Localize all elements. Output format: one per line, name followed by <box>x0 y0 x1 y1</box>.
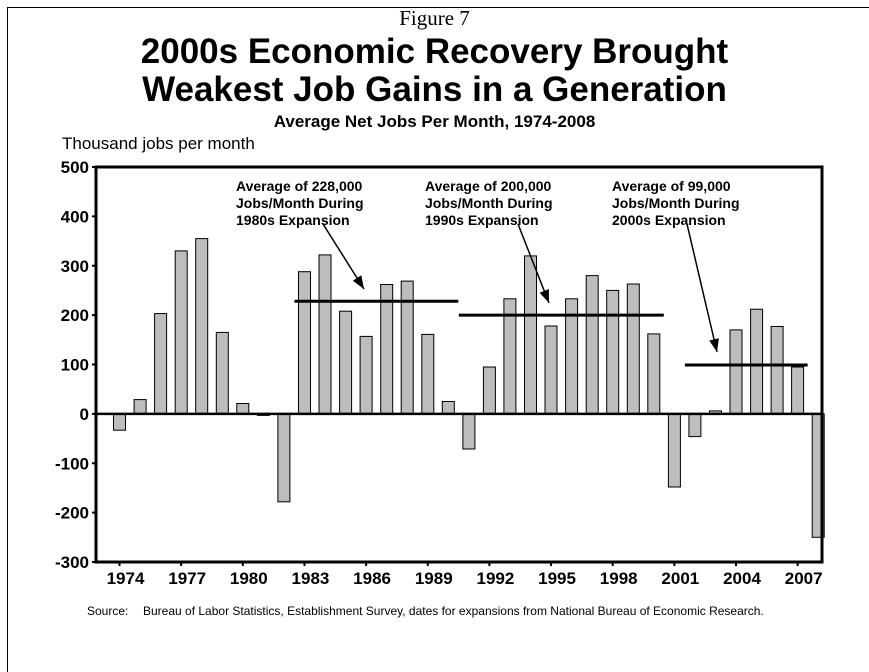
bar-1986 <box>359 335 373 415</box>
x-tick-label: 2004 <box>723 569 761 588</box>
bar-2006 <box>770 326 784 415</box>
y-tick-label: 0 <box>80 405 89 424</box>
bar-2001 <box>667 413 681 488</box>
y-tick-label: 200 <box>61 306 89 325</box>
figure-label: Figure 7 <box>399 6 470 30</box>
x-axis-ticks: 1974 1977 1980 1983 1986 1989 1992 1995 1998 2001… <box>107 562 823 588</box>
chart-title-line-1: 2000s Economic Recovery Brought <box>140 32 729 71</box>
source-note: Source: Bureau of Labor Statistics, Estab… <box>87 604 807 619</box>
annotation-line: Average of 200,000 <box>425 178 552 194</box>
bar-1975 <box>133 399 147 415</box>
x-tick-label: 1977 <box>168 569 206 588</box>
bar-1999 <box>626 283 640 415</box>
bar-1991 <box>462 413 476 450</box>
annotations-group: Average of 228,000 Jobs/Month During 1980s… <box>236 178 740 353</box>
bar-1983 <box>298 271 311 415</box>
annotation-arrow <box>517 223 550 304</box>
y-tick-label: 500 <box>61 158 89 177</box>
bar-1992 <box>482 366 496 415</box>
chart-title-line-2: Weakest Job Gains in a Generation <box>142 70 727 109</box>
bar-1982 <box>277 413 291 503</box>
bar-2005 <box>750 308 764 415</box>
x-tick-label: 1986 <box>353 569 391 588</box>
bar-1985 <box>339 310 353 415</box>
bar-2000 <box>647 333 661 415</box>
y-axis-ticks: 500 400 300 200 100 0 -100 -200 -300 <box>55 158 96 572</box>
annotation-line: 2000s Expansion <box>612 212 726 228</box>
bar-1990 <box>441 401 455 415</box>
y-tick-label: 400 <box>61 207 89 226</box>
x-tick-label: 1989 <box>415 569 453 588</box>
bar-2002 <box>688 413 702 438</box>
y-tick-label: -100 <box>55 454 89 473</box>
annotation-arrowhead <box>352 275 364 289</box>
y-axis-label: Thousand jobs per month <box>62 134 255 153</box>
x-tick-label: 2001 <box>661 569 699 588</box>
source-label: Source: <box>87 604 129 618</box>
annotation-line: Average of 99,000 <box>612 178 731 194</box>
annotation-text: Average of 99,000 Jobs/Month During 2000s … <box>612 178 740 228</box>
bar-2007 <box>791 366 805 415</box>
annotation-line: 1980s Expansion <box>236 212 350 228</box>
figure-frame <box>7 7 869 672</box>
x-tick-label: 1998 <box>600 569 638 588</box>
bar-1980 <box>236 403 250 415</box>
bar-1976 <box>154 313 168 415</box>
y-tick-label: -300 <box>55 553 89 572</box>
annotation-arrow <box>686 223 718 353</box>
bar-1989 <box>421 333 435 415</box>
x-tick-label: 1983 <box>292 569 330 588</box>
annotation-arrowhead <box>539 289 549 303</box>
bar-1997 <box>585 275 599 415</box>
x-tick-label: 2007 <box>785 569 823 588</box>
bar-1984 <box>318 254 332 415</box>
bar-1979 <box>215 331 229 415</box>
bar-1987 <box>380 284 394 415</box>
bar-1977 <box>174 250 188 415</box>
annotation-text: Average of 228,000 Jobs/Month During 1980s… <box>236 178 364 228</box>
bar-1998 <box>606 289 620 415</box>
x-tick-label: 1995 <box>538 569 576 588</box>
x-tick-label: 1974 <box>107 569 145 588</box>
annotation-arrowhead <box>709 338 719 352</box>
source-text: Bureau of Labor Statistics, Establishmen… <box>143 604 764 618</box>
x-tick-label: 1980 <box>230 569 268 588</box>
annotation-line: Jobs/Month During <box>612 195 740 211</box>
bar-1974 <box>113 413 126 431</box>
annotation-text: Average of 200,000 Jobs/Month During 1990s… <box>425 178 553 228</box>
average-lines-group <box>294 299 808 367</box>
chart-subtitle: Average Net Jobs Per Month, 1974-2008 <box>273 112 596 131</box>
bar-2004 <box>729 329 743 415</box>
y-tick-label: 100 <box>61 356 89 375</box>
bar-1995 <box>544 325 558 415</box>
annotation-line: Average of 228,000 <box>236 178 363 194</box>
annotation-line: 1990s Expansion <box>425 212 539 228</box>
bar-1994 <box>524 255 537 415</box>
annotation-line: Jobs/Month During <box>236 195 364 211</box>
annotation-line: Jobs/Month During <box>425 195 553 211</box>
y-tick-label: 300 <box>61 257 89 276</box>
y-tick-label: -200 <box>55 504 89 523</box>
bar-1978 <box>195 238 209 415</box>
x-tick-label: 1992 <box>476 569 514 588</box>
bars-group <box>113 238 825 538</box>
